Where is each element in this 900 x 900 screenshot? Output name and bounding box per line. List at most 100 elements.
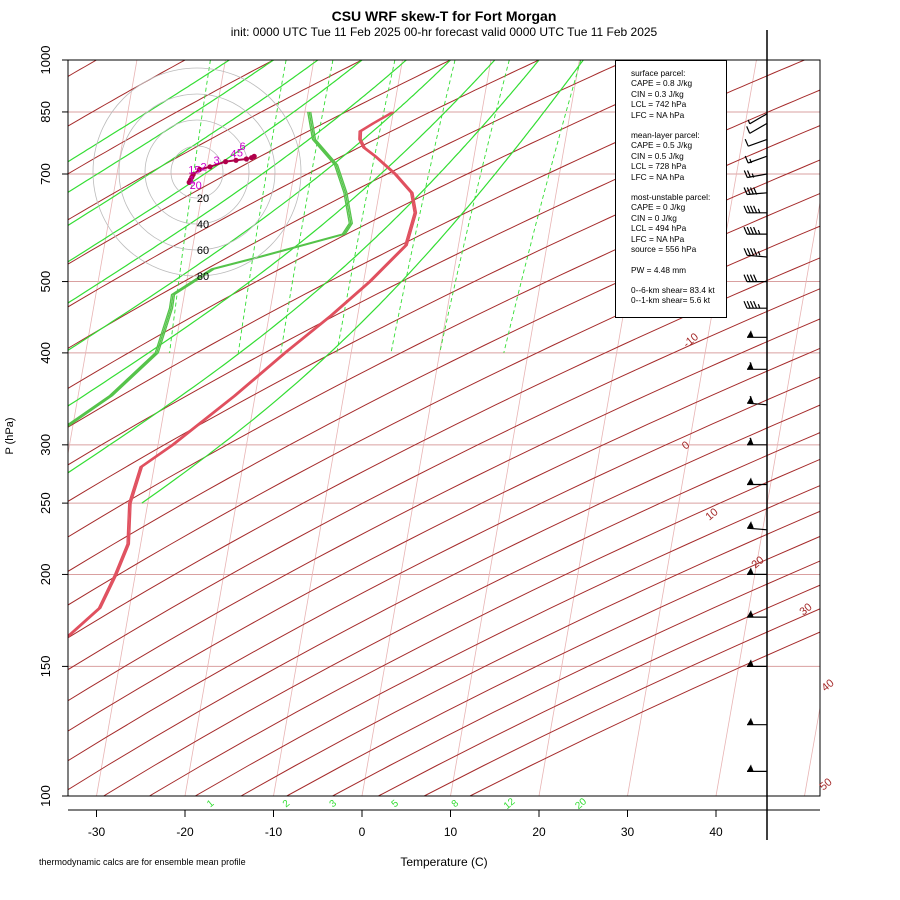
wind-barb-flag — [753, 248, 758, 256]
wind-barb-half-flag — [749, 158, 752, 164]
dry-adiabat — [68, 347, 820, 732]
dry-adiabat — [68, 60, 451, 265]
wind-barb — [747, 113, 768, 125]
y-tick-label: 850 — [38, 101, 53, 123]
hodograph-ring-label: 80 — [197, 271, 209, 283]
wind-barb-flag — [743, 274, 748, 282]
mixed-lfc: LFC = NA hPa — [631, 171, 685, 182]
isotherm-line — [184, 60, 315, 796]
hodograph-height-label: 6 — [239, 141, 245, 153]
wind-barb-half-flag — [757, 208, 761, 214]
hodograph-height-label: 3 — [213, 155, 219, 167]
wind-barb-pennant — [747, 362, 753, 370]
x-tick-label: 30 — [621, 825, 635, 839]
wind-barb-shaft — [747, 527, 768, 531]
y-tick-label: 300 — [38, 434, 53, 456]
dry-adiabat — [68, 60, 540, 308]
wind-barb-flag — [753, 226, 758, 235]
isotherm-label: 40 — [820, 677, 837, 694]
moist-adiabat — [68, 60, 407, 304]
hodograph-height-label: 15 — [188, 164, 200, 176]
wind-barb-half-flag — [750, 480, 754, 485]
wind-barb-half-flag — [750, 767, 754, 772]
moist-adiabat — [68, 60, 274, 194]
isotherm-label: 0 — [680, 439, 692, 452]
hodograph-height-label: 5 — [237, 147, 243, 159]
wind-barb-pennant — [747, 521, 754, 529]
parcel-info-box: surface parcel: CAPE = 0.8 J/kg CIN = 0.… — [615, 60, 727, 318]
isotherm-line — [627, 60, 757, 796]
hodograph-ring-label: 40 — [197, 219, 209, 231]
wind-barb-half-flag — [751, 523, 754, 529]
wind-barb-flag — [744, 138, 749, 147]
chart-title: CSU WRF skew-T for Fort Morgan — [331, 8, 557, 24]
dry-adiabat — [68, 225, 820, 606]
wind-barb-flag — [749, 226, 754, 235]
wind-barb-pennant — [747, 330, 753, 338]
plot-frame — [67, 59, 821, 797]
wind-barb-half-flag — [750, 570, 754, 575]
moist-adiabat — [68, 60, 451, 352]
wind-barb-shaft — [747, 138, 768, 147]
hodograph-ring-label: 20 — [197, 193, 209, 205]
dry-adiabat — [68, 60, 628, 349]
shear-0-6km: 0--6-km shear= 83.4 kt — [631, 284, 715, 295]
wind-barb-flag — [753, 205, 758, 214]
wind-barb — [747, 521, 768, 531]
dry-adiabat — [68, 60, 717, 389]
surface-lcl: LCL = 742 hPa — [631, 99, 687, 110]
dewpoint-trace — [68, 111, 353, 428]
unstable-cape: CAPE = 0 J/kg — [631, 202, 686, 213]
hodograph-point — [207, 164, 213, 170]
surface-lfc: LFC = NA hPa — [631, 109, 685, 120]
wind-barb-flag — [746, 274, 751, 282]
isotherm-line — [715, 200, 820, 796]
wind-barb — [747, 764, 767, 773]
wind-barb-half-flag — [757, 251, 761, 256]
y-tick-label: 150 — [38, 656, 53, 678]
moist-adiabat — [68, 60, 319, 227]
wind-barb-flag — [743, 226, 748, 235]
wind-barb-pennant — [747, 437, 753, 445]
hodograph-point — [233, 157, 239, 163]
moist-adiabat — [68, 60, 363, 263]
unstable-parcel-heading: most-unstable parcel: — [631, 192, 711, 203]
wind-barb-flag — [746, 226, 751, 235]
x-tick-label: -10 — [265, 825, 283, 839]
wind-barb-flag — [753, 300, 758, 309]
hodograph-point — [251, 153, 257, 159]
wind-barb-half-flag — [757, 229, 761, 235]
wind-barb — [747, 567, 767, 576]
hodograph-ring — [92, 67, 302, 277]
wind-barb — [743, 226, 767, 235]
dry-adiabat — [68, 257, 820, 639]
hodograph-height-label: 4 — [230, 149, 236, 161]
dry-adiabat — [68, 60, 274, 175]
y-tick-label: 200 — [38, 564, 53, 586]
wind-barb — [743, 205, 767, 214]
wind-barb-shaft — [747, 402, 768, 406]
hodograph-ring — [118, 93, 276, 251]
isotherm-label: 30 — [798, 601, 815, 618]
wind-barb-flag — [753, 274, 758, 282]
wind-barb-flag — [746, 248, 751, 256]
mixing-ratio-line — [169, 60, 211, 353]
wind-barb-flag — [743, 170, 748, 178]
wind-barb-flag — [743, 300, 748, 309]
wind-barb-flag — [744, 155, 749, 164]
x-tick-label: 40 — [709, 825, 723, 839]
dewpoint-trace — [68, 111, 352, 427]
y-tick-label: 700 — [38, 163, 53, 185]
precipitable-water: PW = 4.48 mm — [631, 264, 687, 275]
x-tick-label: 10 — [444, 825, 458, 839]
hodograph-point — [190, 172, 196, 178]
mixing-ratio-line — [390, 60, 456, 353]
x-axis-label: Temperature (C) — [400, 855, 488, 869]
wind-barb-half-flag — [750, 720, 754, 725]
dry-adiabat — [68, 125, 820, 502]
mixing-ratio-line — [439, 60, 510, 353]
isotherm-line — [361, 60, 492, 796]
mixed-parcel-heading: mean-layer parcel: — [631, 130, 700, 141]
